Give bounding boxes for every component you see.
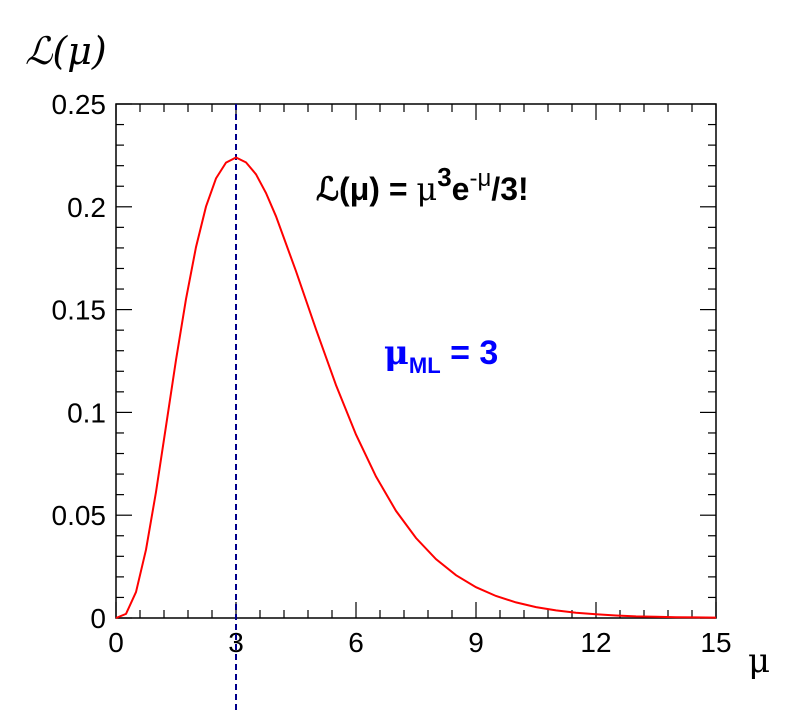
formula-exp2: -μ: [469, 165, 491, 192]
ml-mu: μ: [384, 333, 409, 373]
y-tick-label: 0.25: [52, 89, 107, 120]
y-tick-label: 0.2: [67, 192, 106, 223]
x-tick-label: 9: [468, 627, 484, 658]
formula-annotation: ℒ(μ) = μ3e-μ/3!: [316, 162, 529, 208]
x-tick-label: 3: [228, 627, 244, 658]
formula-lhs: ℒ(μ) =: [316, 171, 416, 207]
x-tick-label: 15: [700, 627, 731, 658]
y-axis-label: ℒ(μ): [25, 29, 107, 73]
x-tick-label: 0: [108, 627, 124, 658]
x-axis-label: μ: [748, 641, 770, 681]
ml-value: = 3: [441, 334, 499, 372]
y-tick-label: 0.15: [52, 295, 107, 326]
plot-frame: [115, 103, 717, 619]
y-tick-label: 0: [90, 603, 106, 634]
series-line: [115, 156, 717, 619]
formula-e: e: [452, 171, 470, 207]
formula-exp1: 3: [437, 162, 451, 192]
ml-subscript: ML: [409, 353, 441, 378]
tick-labels: 0 3 6 9 12 15 0 0.05 0.1 0.15 0.2 0.25: [52, 89, 732, 658]
y-tick-label: 0.05: [52, 500, 107, 531]
formula-mu: μ: [416, 170, 437, 208]
x-tick-label: 6: [348, 627, 364, 658]
formula-tail: /3!: [491, 171, 528, 207]
y-tick-label: 0.1: [67, 397, 106, 428]
x-tick-label: 12: [580, 627, 611, 658]
ml-annotation: μML = 3: [384, 333, 498, 378]
